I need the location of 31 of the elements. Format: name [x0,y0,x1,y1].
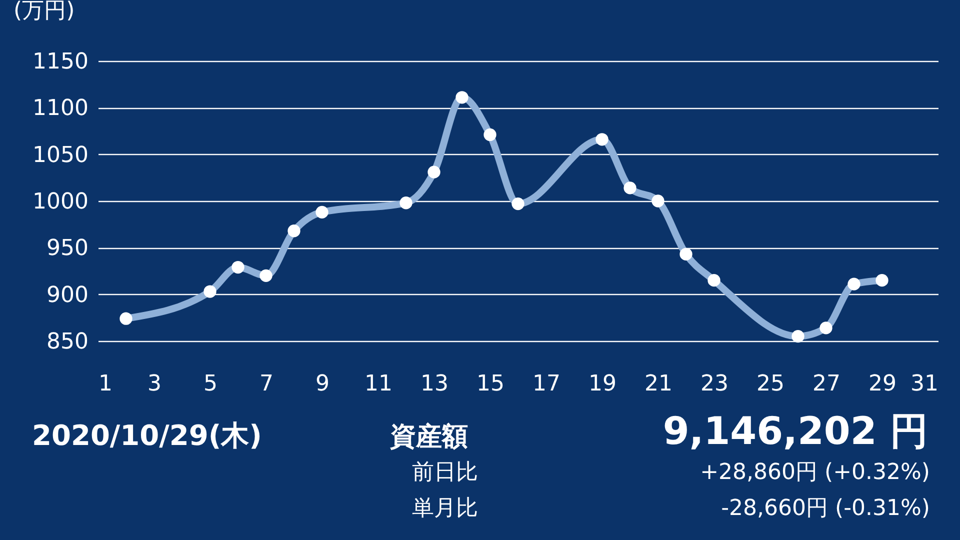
x-tick-label: 7 [260,372,274,396]
x-tick-label: 5 [204,372,218,396]
text: 単月比 [412,496,478,521]
x-tick-label: 11 [364,372,392,396]
x-tick-label: 27 [812,372,840,396]
y-tick-label: 1000 [32,190,88,214]
x-tick-label: 31 [910,372,938,396]
y-tick-label: 1150 [32,50,88,74]
y-tick-label: 1100 [32,96,88,122]
y-tick-label: 900 [46,282,88,308]
x-tick-label: 21 [644,372,672,396]
x-tick-label: 15 [476,372,504,396]
text: 9,146,202 円 [662,409,928,453]
x-tick-label: 25 [756,372,784,396]
y-axis-title: (万円) [14,0,75,24]
y-tick-label: 1050 [32,142,88,168]
x-tick-label: 3 [148,372,162,396]
y-tick-label: 950 [46,236,88,262]
text: 2020/10/29(木) [32,419,262,452]
text: 前日比 [412,460,478,485]
x-tick-label: 29 [868,372,896,396]
x-tick-label: 17 [532,372,560,396]
x-tick-label: 23 [700,372,728,396]
text: 資産額 [389,422,468,452]
x-tick-label: 9 [316,372,330,396]
text: -28,660円 (-0.31%) [721,496,930,521]
x-tick-label: 1 [98,372,112,396]
x-tick-label: 19 [588,372,616,396]
text: +28,860円 (+0.32%) [700,460,930,485]
y-tick-label: 850 [46,330,88,354]
x-tick-label: 13 [420,372,448,396]
